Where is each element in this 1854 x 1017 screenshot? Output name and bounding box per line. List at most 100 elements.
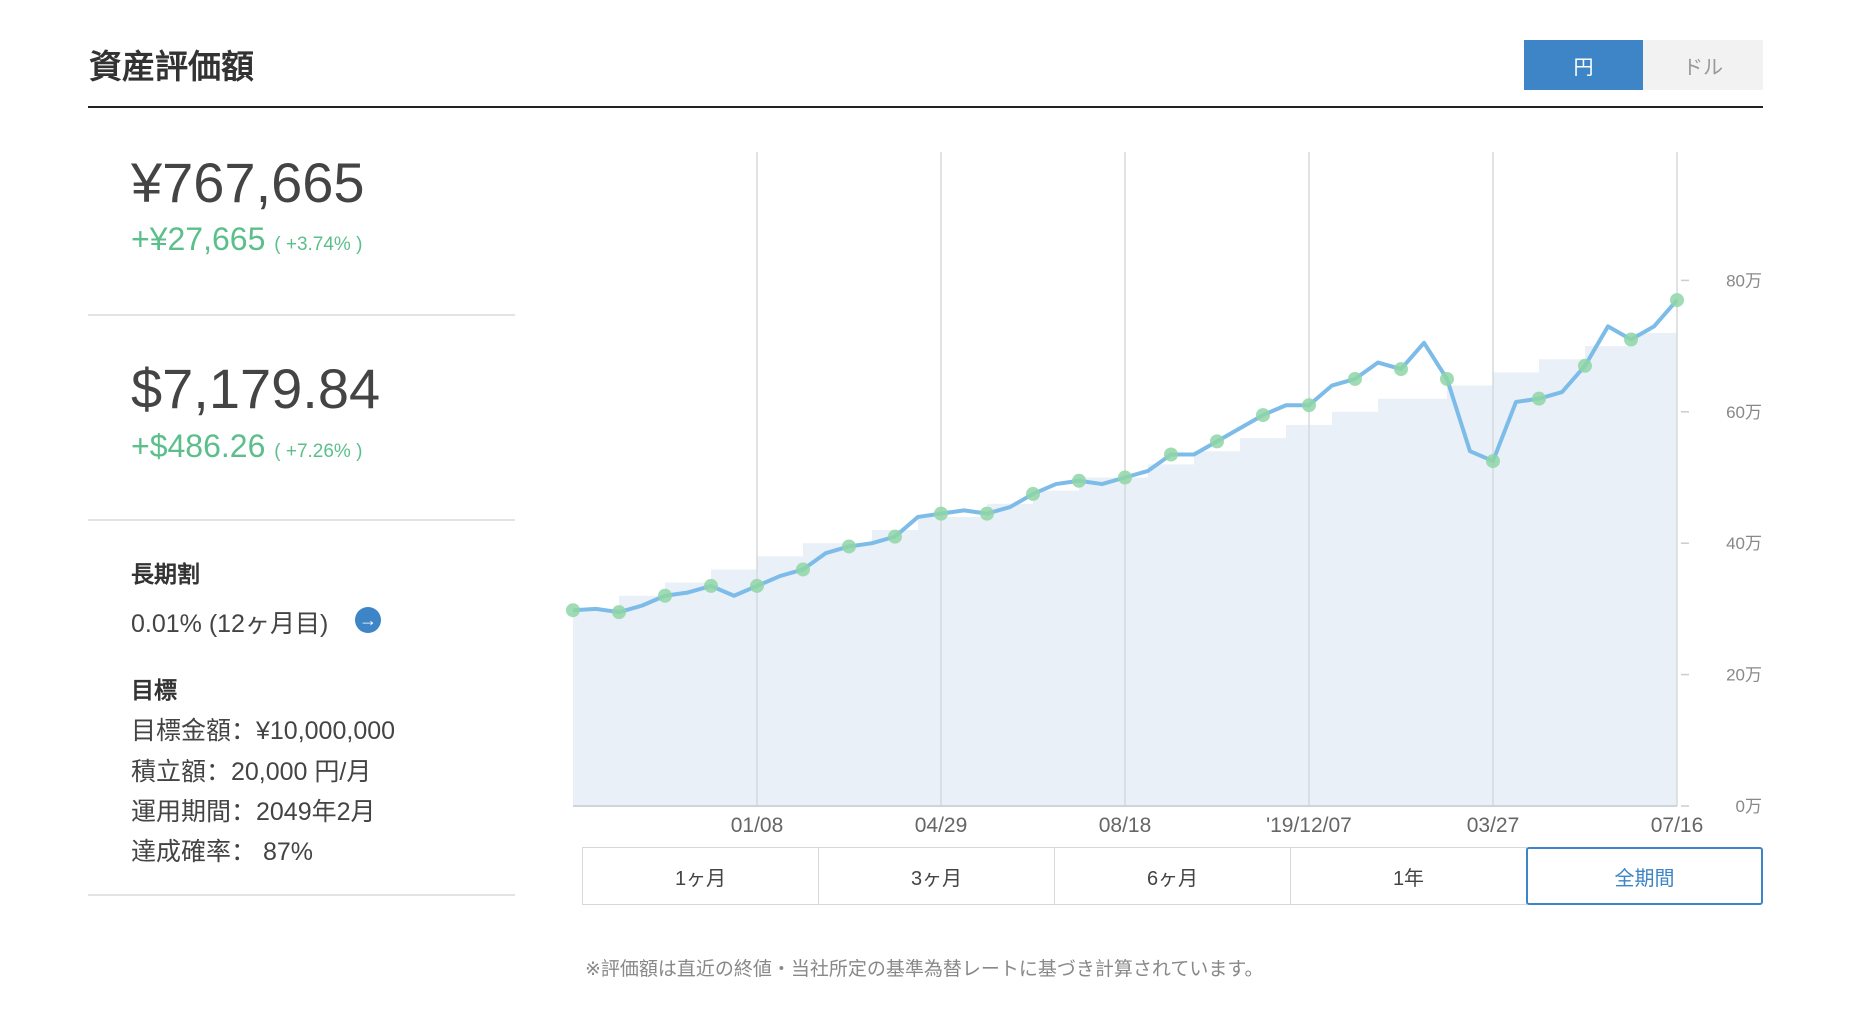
range-button[interactable]: 全期間	[1526, 847, 1763, 905]
goal-label: 目標	[131, 677, 177, 703]
principal-area	[665, 582, 689, 806]
principal-area	[734, 569, 758, 806]
principal-area	[803, 543, 827, 806]
purchase-marker	[796, 562, 810, 577]
usd-amount: $7,179.84	[131, 357, 381, 420]
principal-area	[1608, 346, 1632, 806]
y-tick-label: 0万	[1736, 797, 1762, 816]
principal-area	[1309, 424, 1333, 806]
principal-area	[1286, 424, 1310, 806]
principal-area	[1470, 385, 1494, 806]
currency-button[interactable]: 円	[1524, 40, 1643, 90]
principal-area	[1125, 477, 1149, 806]
goal-line: 達成確率： 87%	[131, 838, 313, 866]
purchase-marker	[566, 603, 580, 618]
long-term-value: 0.01% (12ヶ月目)	[131, 610, 329, 638]
goal-line: 積立額：20,000 円/月	[131, 758, 372, 786]
header-rule	[88, 106, 1763, 108]
principal-area	[918, 516, 942, 806]
purchase-marker	[750, 578, 764, 593]
principal-area	[1171, 464, 1195, 806]
purchase-marker	[1532, 391, 1546, 406]
currency-button[interactable]: ドル	[1643, 40, 1763, 90]
usd-change-pct: ( +7.26% )	[274, 441, 363, 462]
y-tick-label: 60万	[1726, 403, 1762, 422]
principal-area	[1631, 332, 1655, 806]
x-tick-label: 08/18	[1099, 814, 1152, 837]
purchase-marker	[1118, 470, 1132, 485]
jpy-amount: ¥767,665	[131, 151, 365, 214]
purchase-marker	[980, 506, 994, 521]
principal-area	[1010, 503, 1034, 806]
usd-change-value: +$486.26	[131, 428, 266, 464]
principal-area	[941, 516, 965, 806]
principal-area	[1033, 490, 1057, 806]
purchase-marker	[704, 578, 718, 593]
range-button[interactable]: 1ヶ月	[582, 847, 819, 905]
separator	[88, 894, 515, 896]
y-tick-label: 40万	[1726, 534, 1762, 553]
principal-area	[1148, 464, 1172, 806]
principal-area	[1332, 411, 1356, 806]
principal-area	[1102, 477, 1126, 806]
purchase-marker	[842, 539, 856, 554]
principal-area	[1562, 359, 1586, 806]
x-tick-label: 03/27	[1467, 814, 1520, 837]
purchase-marker	[1302, 398, 1316, 413]
purchase-marker	[612, 605, 626, 620]
purchase-marker	[1256, 408, 1270, 423]
principal-area	[987, 503, 1011, 806]
principal-area	[1401, 398, 1425, 806]
purchase-marker	[658, 588, 672, 603]
principal-area	[1539, 359, 1563, 806]
principal-area	[1585, 346, 1609, 806]
principal-area	[895, 530, 919, 806]
principal-area	[872, 530, 896, 806]
y-tick-label: 20万	[1726, 666, 1762, 685]
range-button[interactable]: 1年	[1290, 847, 1527, 905]
jpy-change: +¥27,665 ( +3.74% )	[131, 221, 362, 258]
y-tick-label: 80万	[1726, 271, 1762, 290]
range-button[interactable]: 3ヶ月	[818, 847, 1055, 905]
principal-area	[849, 543, 873, 806]
purchase-marker	[1440, 371, 1454, 386]
x-tick-label: '19/12/07	[1266, 814, 1352, 837]
principal-area	[688, 582, 712, 806]
footnote: ※評価額は直近の終値・当社所定の基準為替レートに基づき計算されています。	[585, 959, 1264, 980]
principal-area	[642, 595, 666, 806]
separator	[88, 519, 515, 521]
jpy-change-pct: ( +3.74% )	[274, 234, 363, 255]
range-button[interactable]: 6ヶ月	[1054, 847, 1291, 905]
x-tick-label: 04/29	[915, 814, 968, 837]
principal-area	[826, 543, 850, 806]
principal-area	[780, 556, 804, 806]
purchase-marker	[1026, 486, 1040, 501]
principal-area	[1424, 398, 1448, 806]
principal-area	[1194, 451, 1218, 806]
purchase-marker	[1164, 447, 1178, 462]
x-tick-label: 07/16	[1651, 814, 1704, 837]
principal-area	[1263, 438, 1287, 806]
principal-area	[1217, 451, 1241, 806]
x-tick-label: 01/08	[731, 814, 784, 837]
principal-area	[1654, 332, 1678, 806]
principal-area	[1378, 398, 1402, 806]
purchase-marker	[1210, 434, 1224, 449]
long-term-label: 長期割	[131, 561, 200, 587]
principal-area	[757, 556, 781, 806]
page-title: 資産評価額	[89, 48, 254, 85]
jpy-change-value: +¥27,665	[131, 221, 266, 257]
purchase-marker	[1348, 371, 1362, 386]
arrow-button[interactable]: →	[355, 607, 381, 633]
principal-area	[573, 608, 597, 806]
principal-area	[1240, 438, 1264, 806]
principal-area	[1355, 411, 1379, 806]
purchase-marker	[1394, 362, 1408, 377]
principal-area	[1493, 372, 1517, 806]
purchase-marker	[888, 529, 902, 544]
principal-area	[1516, 372, 1540, 806]
purchase-marker	[1486, 454, 1500, 469]
purchase-marker	[934, 506, 948, 521]
